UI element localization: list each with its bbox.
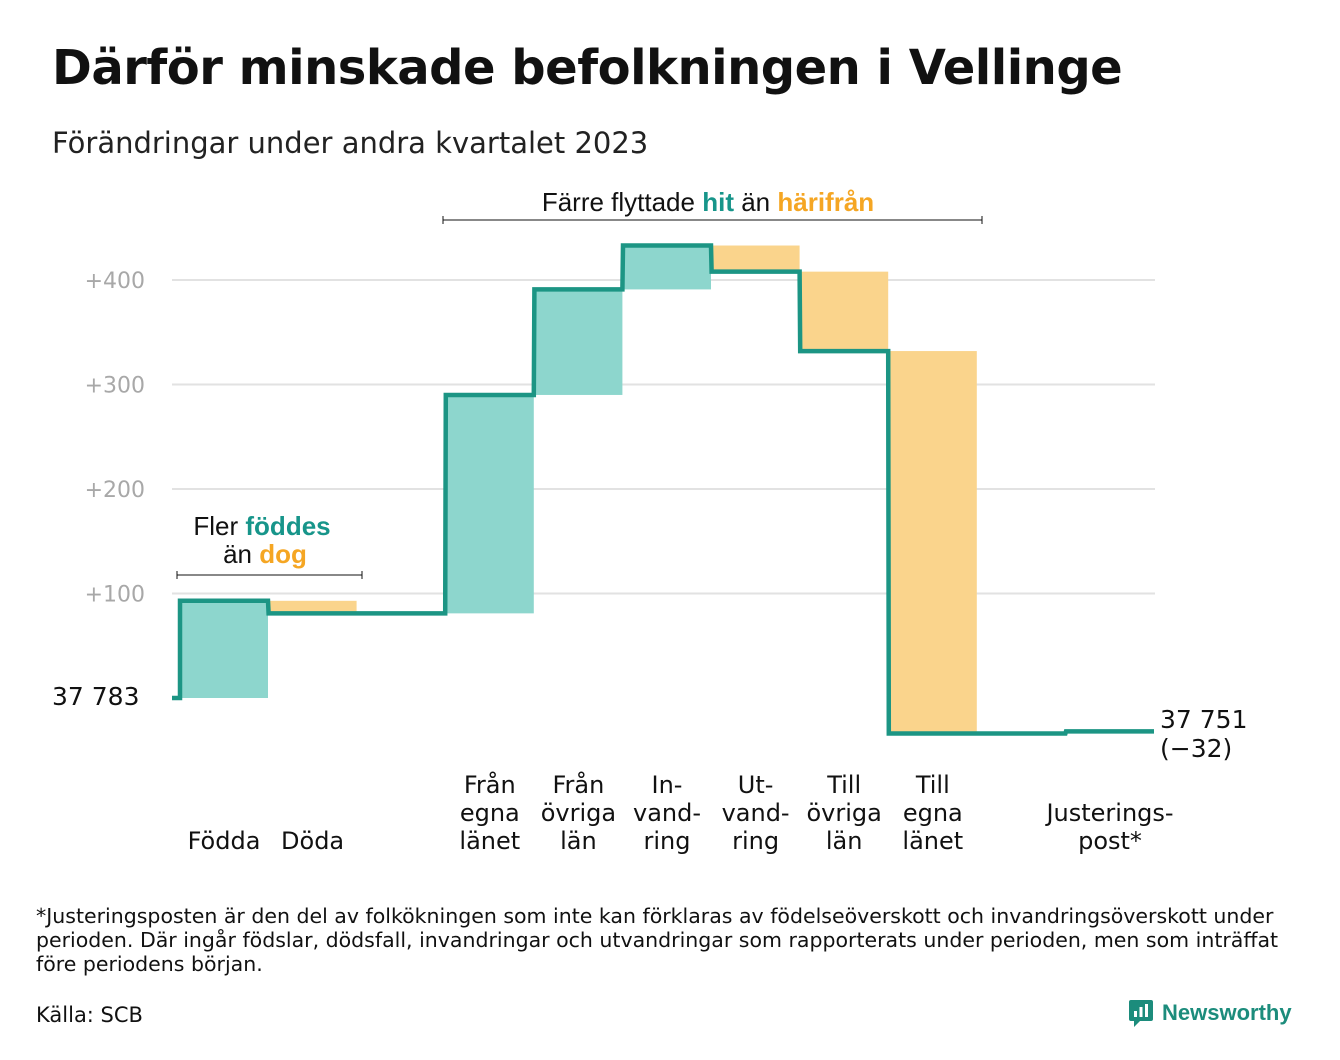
gridlines	[172, 279, 1155, 595]
bars	[180, 245, 1154, 734]
category-label: ring	[732, 827, 779, 855]
category-label: Döda	[281, 827, 344, 855]
births-annotation: Fler föddes än dog	[176, 511, 363, 579]
bar	[180, 600, 268, 698]
category-label: vand-	[722, 799, 790, 827]
bar	[623, 245, 711, 290]
category-label: länet	[459, 827, 520, 855]
category-label: Till	[915, 771, 950, 799]
category-label: övriga	[807, 799, 882, 827]
chart-subtitle: Förändringar under andra kvartalet 2023	[52, 126, 649, 160]
births-annotation-line2: än dog	[223, 539, 307, 569]
category-label: länet	[902, 827, 963, 855]
newsworthy-icon	[1129, 1000, 1153, 1027]
category-label: egna	[460, 799, 520, 827]
chart-title: Därför minskade befolkningen i Vellinge	[52, 40, 1123, 96]
source-label: Källa: SCB	[36, 1003, 143, 1027]
category-label: övriga	[541, 799, 616, 827]
y-axis-ticks: +100 +200 +300 +400	[85, 269, 145, 608]
migration-annotation-text: Färre flyttade hit än härifrån	[542, 187, 874, 217]
migration-bracket	[442, 216, 983, 224]
category-label: län	[826, 827, 863, 855]
bar	[268, 600, 357, 614]
category-label: Till	[826, 771, 861, 799]
bar	[888, 351, 977, 734]
category-label: Från	[464, 770, 516, 799]
end-value-label: 37 751	[1160, 705, 1247, 734]
y-tick-label: +300	[85, 374, 145, 399]
waterfall-chart: +100 +200 +300 +400 Fler föddes än dog Färr…	[52, 187, 1247, 855]
category-label: ring	[644, 827, 691, 855]
end-change-label: (−32)	[1160, 734, 1232, 763]
bar	[445, 394, 534, 614]
category-labels: Födda DödaFrånegnalänetFrånövrigalänIn-va…	[188, 770, 1174, 855]
brand-name: Newsworthy	[1162, 1000, 1292, 1025]
bar	[534, 289, 623, 395]
births-bracket	[176, 571, 363, 579]
y-tick-label: +200	[85, 478, 145, 503]
category-label: Justerings-	[1044, 799, 1173, 827]
footnote: *Justeringsposten är den del av folkökni…	[36, 904, 1279, 976]
category-label: Från	[552, 770, 604, 799]
births-annotation-line1: Fler föddes	[193, 511, 330, 541]
step-line	[172, 243, 1154, 736]
category-label: Födda	[188, 827, 261, 855]
category-label: Ut-	[738, 771, 774, 799]
y-tick-label: +400	[85, 269, 145, 294]
start-value-label: 37 783	[52, 682, 139, 711]
y-tick-label: +100	[85, 583, 145, 608]
category-label: vand-	[633, 799, 701, 827]
step-line-path	[172, 243, 1154, 736]
brand-logo: Newsworthy	[1128, 998, 1292, 1028]
category-label: post*	[1078, 827, 1142, 855]
category-label: egna	[903, 799, 963, 827]
bar	[711, 245, 800, 272]
bar	[800, 271, 889, 352]
category-label: In-	[652, 771, 683, 799]
migration-annotation: Färre flyttade hit än härifrån	[442, 187, 983, 224]
category-label: län	[560, 827, 597, 855]
